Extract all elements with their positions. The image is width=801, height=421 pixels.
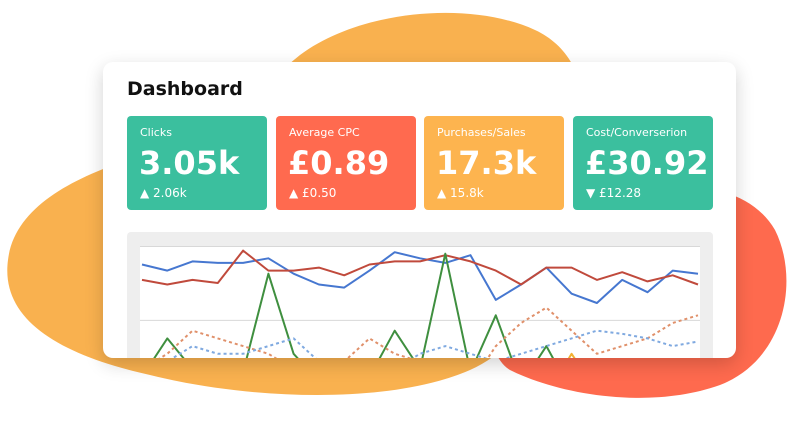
series-line: [141, 249, 699, 286]
tile-change: ▲ £0.50: [289, 186, 337, 200]
tile-label: Cost/Converserion: [586, 126, 688, 139]
tile-value: 17.3k: [436, 144, 537, 182]
kpi-tile: Average CPC £0.89 ▲ £0.50: [276, 116, 416, 210]
tile-change: ▲ 2.06k: [140, 186, 187, 200]
tile-label: Average CPC: [289, 126, 360, 139]
tile-value: £30.92: [585, 144, 709, 182]
line-chart: [140, 246, 700, 358]
tile-value: 3.05k: [139, 144, 240, 182]
series-line: [141, 251, 699, 304]
kpi-tile: Cost/Converserion £30.92 ▼ £12.28: [573, 116, 713, 210]
dashboard-card: Dashboard Clicks 3.05k ▲ 2.06k Average CPC £…: [103, 62, 736, 358]
tile-value: £0.89: [288, 144, 390, 182]
kpi-tile: Clicks 3.05k ▲ 2.06k: [127, 116, 267, 210]
dashboard-title: Dashboard: [127, 78, 243, 100]
series-line: [171, 329, 699, 358]
tile-change: ▼ £12.28: [586, 186, 642, 200]
series-line: [153, 252, 555, 358]
tile-label: Purchases/Sales: [437, 126, 526, 139]
tile-change: ▲ 15.8k: [437, 186, 484, 200]
kpi-tile: Purchases/Sales 17.3k ▲ 15.8k: [424, 116, 564, 210]
tile-label: Clicks: [140, 126, 172, 139]
series-line: [158, 306, 699, 358]
